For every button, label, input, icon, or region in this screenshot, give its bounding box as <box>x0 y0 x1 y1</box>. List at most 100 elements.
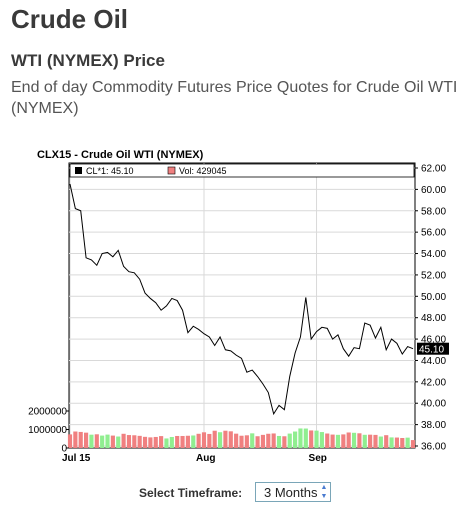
volume-bar <box>234 433 239 448</box>
volume-bar <box>116 436 121 448</box>
price-tick-label: 38.00 <box>421 420 446 431</box>
last-price-marker <box>417 342 449 355</box>
volume-bar <box>346 432 351 448</box>
volume-bar <box>335 434 341 448</box>
volume-bar <box>244 435 249 448</box>
volume-bar <box>351 432 357 448</box>
price-tick-label: 62.00 <box>421 164 446 175</box>
price-tick-label: 56.00 <box>421 228 446 239</box>
volume-bar <box>201 432 207 448</box>
volume-bar <box>110 435 115 448</box>
volume-bar <box>384 435 389 448</box>
volume-bar <box>325 433 330 448</box>
volume-bar <box>78 431 83 448</box>
up-down-arrows-icon: ▲ ▼ <box>320 484 328 500</box>
volume-bar <box>228 431 233 448</box>
volume-bar <box>100 435 105 448</box>
volume-bar <box>368 434 373 448</box>
price-tick-label: 52.00 <box>421 270 446 281</box>
volume-bar <box>217 432 223 448</box>
volume-bar <box>159 436 164 448</box>
volume-bar <box>137 435 142 448</box>
volume-tick-label: 1000000 <box>28 425 67 436</box>
price-tick-label: 40.00 <box>421 399 446 410</box>
volume-bar <box>378 436 383 448</box>
volume-bar <box>405 437 410 448</box>
page-subtitle: WTI (NYMEX) Price <box>11 51 165 70</box>
volume-bar <box>357 433 362 448</box>
volume-bar <box>309 430 314 448</box>
volume-bar <box>164 438 169 448</box>
date-tick-label: Jul 15 <box>62 453 91 464</box>
price-tick-label: 42.00 <box>421 377 446 388</box>
volume-bar <box>73 431 78 448</box>
date-tick-label: Sep <box>309 453 327 464</box>
price-tick-label: 36.00 <box>421 442 446 453</box>
legend-volume-swatch <box>167 166 176 175</box>
legend: CL*1: 45.10 Vol: 429045 <box>69 163 415 178</box>
volume-bar <box>287 433 292 448</box>
volume-bar <box>94 434 99 448</box>
volume-bar <box>330 434 335 448</box>
price-tick-label: 48.00 <box>421 313 446 324</box>
plot-area <box>68 162 416 449</box>
volume-bar <box>223 430 228 448</box>
price-tick-label: 50.00 <box>421 292 446 303</box>
legend-volume-label: Vol: 429045 <box>179 166 227 176</box>
timeframe-selector: Select Timeframe: 3 Months ▲ ▼ <box>0 482 464 504</box>
volume-bars <box>67 428 416 448</box>
timeframe-label: Select Timeframe: <box>139 486 243 500</box>
volume-tick-label: 0 <box>61 444 67 455</box>
volume-bar <box>89 434 94 448</box>
volume-bar <box>250 433 255 448</box>
volume-bar <box>169 436 174 448</box>
chart-title: CLX15 - Crude Oil WTI (NYMEX) <box>37 149 204 161</box>
page-description: End of day Commodity Futures Price Quote… <box>11 79 458 117</box>
price-tick-label: 44.00 <box>421 356 446 367</box>
volume-bar <box>185 435 190 448</box>
volume-bar <box>191 435 196 448</box>
axis-labels: 62.00 60.00 58.00 56.00 54.00 52.00 50.00 48.00… <box>28 164 449 464</box>
volume-bar <box>67 434 73 448</box>
volume-bar <box>180 435 185 448</box>
volume-bar <box>303 428 308 448</box>
legend-box <box>69 163 415 178</box>
volume-bar <box>83 432 89 448</box>
price-tick-label: 60.00 <box>421 185 446 196</box>
volume-bar <box>121 433 126 448</box>
price-tick-label: 46.00 <box>421 335 446 346</box>
volume-bar <box>389 437 394 448</box>
volume-bar <box>255 436 260 448</box>
volume-bar <box>362 434 367 448</box>
volume-bar <box>105 434 110 448</box>
volume-bar <box>207 433 212 448</box>
volume-bar <box>126 435 132 448</box>
timeframe-select[interactable]: 3 Months ▲ ▼ <box>255 482 331 502</box>
volume-tick-label: 2000000 <box>28 407 67 418</box>
volume-bar <box>196 433 201 448</box>
volume-bar <box>400 437 405 448</box>
volume-bar <box>212 430 217 448</box>
volume-bar <box>142 436 148 448</box>
volume-bar <box>319 432 324 448</box>
volume-bar <box>132 435 137 448</box>
last-price-label: 45.10 <box>419 345 444 356</box>
volume-bar <box>298 428 303 448</box>
price-series <box>69 183 414 416</box>
volume-bar <box>276 435 282 448</box>
page-title: Crude Oil <box>11 4 129 34</box>
timeframe-select-value: 3 Months <box>264 485 318 500</box>
legend-price-label: CL*1: 45.10 <box>86 166 134 176</box>
volume-bar <box>266 433 271 448</box>
volume-bar <box>282 436 287 448</box>
volume-bar <box>314 430 319 448</box>
volume-bar <box>341 434 346 448</box>
volume-bar <box>410 440 416 448</box>
price-tick-label: 58.00 <box>421 206 446 217</box>
volume-bar <box>148 437 153 448</box>
price-line <box>69 183 414 416</box>
volume-bar <box>260 434 266 448</box>
volume-bar <box>373 434 378 448</box>
volume-bar <box>293 431 298 448</box>
volume-bar <box>394 437 400 448</box>
